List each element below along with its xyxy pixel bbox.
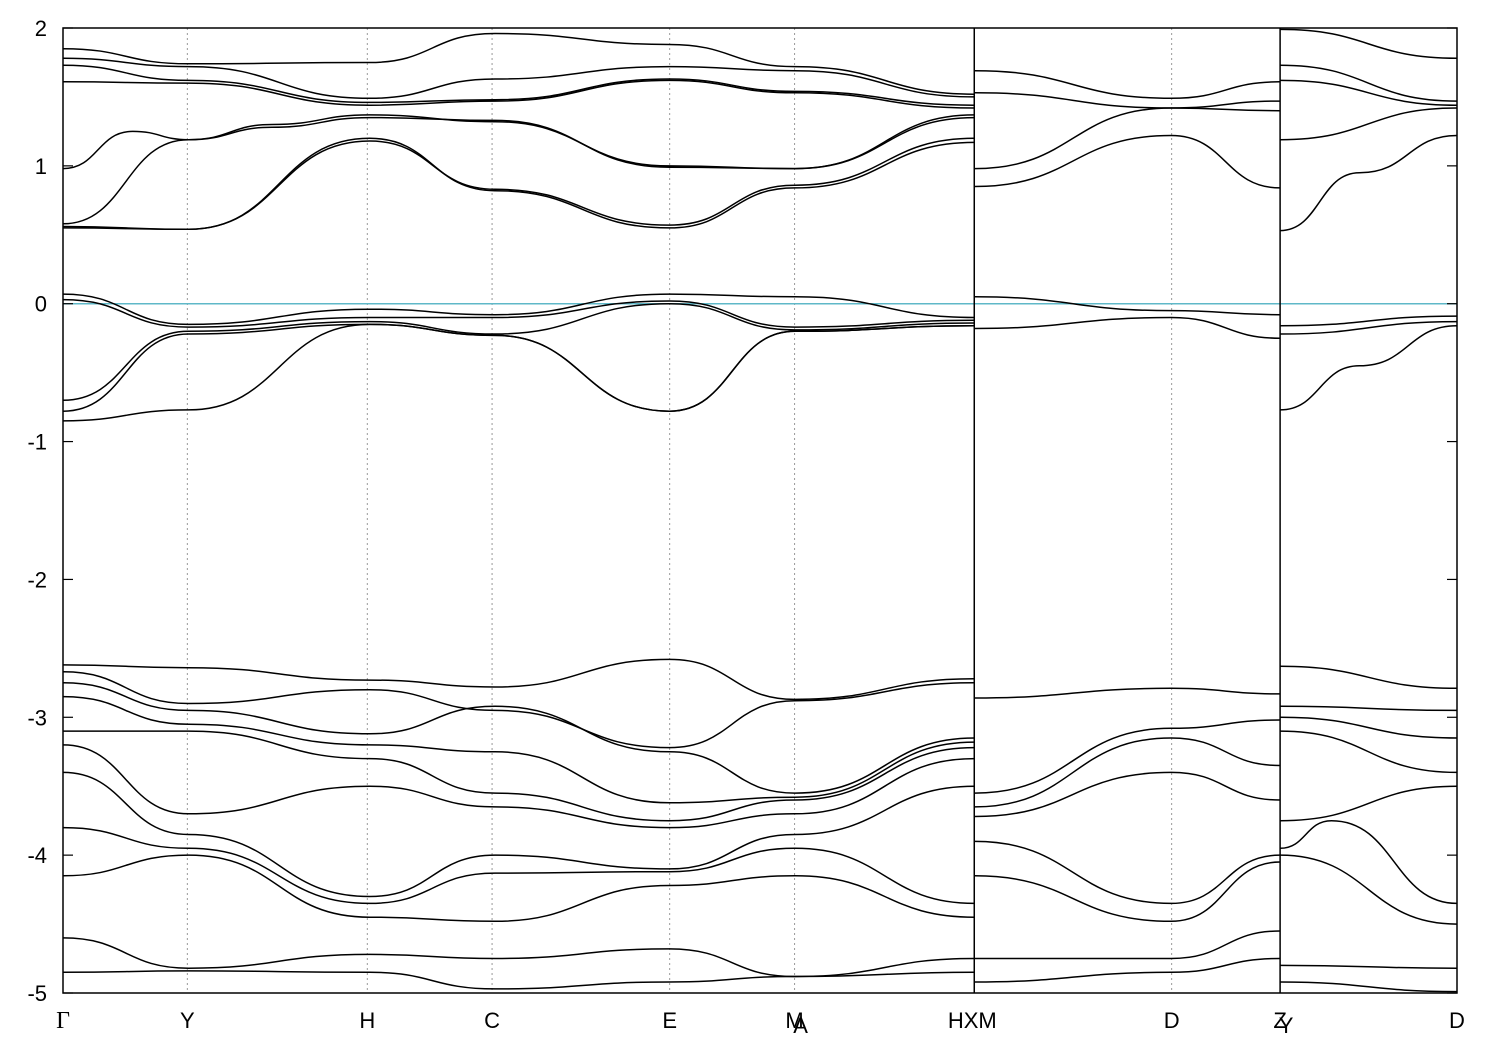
band-line [62, 854, 975, 923]
band-line [974, 107, 1281, 170]
kpoint-label: Y [180, 1008, 195, 1033]
band-line [1279, 64, 1458, 102]
y-tick-label: -2 [27, 567, 47, 592]
band-line [974, 957, 1281, 983]
band-line [62, 695, 975, 804]
band-line [62, 114, 975, 170]
segment-separators [973, 28, 1281, 993]
band-line [1279, 819, 1458, 905]
y-tick-label: -3 [27, 705, 47, 730]
band-line [1279, 854, 1458, 925]
y-axis: 2 1 0 -1 -2 -3 -4 -5 [27, 16, 1457, 1006]
kpoint-label: E [662, 1008, 677, 1033]
band-line [974, 719, 1281, 794]
kpoint-label: H [359, 1008, 375, 1033]
band-line [62, 79, 975, 109]
band-lines [62, 28, 1458, 993]
kpoint-label: D [1449, 1008, 1465, 1033]
kpoint-label: C [484, 1008, 500, 1033]
x-axis-kpoint-labels: Γ DY H C E MA HXM D ZY [56, 1008, 1465, 1038]
kpoint-label: D [1164, 1008, 1180, 1033]
band-line [62, 682, 975, 794]
band-line [974, 930, 1281, 960]
band-line [62, 293, 975, 326]
plot-frame [62, 27, 1458, 994]
band-line [62, 323, 975, 422]
band-line [974, 687, 1281, 699]
band-line [974, 861, 1281, 923]
band-line [62, 671, 975, 749]
band-line [62, 744, 975, 829]
band-line [974, 134, 1281, 189]
y-tick-label: 0 [35, 292, 47, 317]
band-line [974, 92, 1281, 109]
y-tick-label: -4 [27, 843, 47, 868]
band-line [974, 737, 1281, 808]
band-line [1279, 981, 1458, 993]
band-line [1279, 730, 1458, 774]
band-line [62, 116, 975, 225]
band-line [1279, 107, 1458, 141]
band-line [62, 970, 975, 990]
band-line [1279, 28, 1458, 60]
grid-lines [186, 28, 1281, 993]
band-line [62, 298, 975, 328]
band-line [62, 658, 975, 701]
band-line [62, 302, 975, 401]
y-tick-label: -5 [27, 981, 47, 1006]
band-line [974, 840, 1281, 905]
band-line [62, 64, 975, 106]
band-line [1279, 134, 1458, 232]
band-line [974, 69, 1281, 100]
band-line [1279, 79, 1458, 106]
kpoint-label: HXM [948, 1008, 997, 1033]
band-line [62, 826, 975, 905]
band-line [1279, 665, 1458, 690]
y-tick-label: 1 [35, 154, 47, 179]
y-tick-label: 2 [35, 16, 47, 41]
band-line [1279, 705, 1458, 712]
kpoint-label: Γ [56, 1008, 70, 1034]
kpoint-label: Y [1279, 1013, 1294, 1038]
kpoint-label: M [785, 1008, 803, 1033]
band-line [62, 771, 975, 898]
band-line [1279, 785, 1458, 822]
band-line [62, 57, 975, 100]
band-line [974, 316, 1281, 339]
band-line [62, 137, 975, 231]
y-tick-label: -1 [27, 430, 47, 455]
band-line [1279, 325, 1458, 411]
band-line [62, 32, 975, 95]
band-line [974, 296, 1281, 316]
band-line [1279, 964, 1458, 969]
band-line [1279, 320, 1458, 335]
band-line [974, 771, 1281, 818]
band-line [1279, 315, 1458, 327]
kpoint-label: A [793, 1013, 808, 1038]
band-line [63, 730, 975, 822]
band-line [1279, 716, 1458, 739]
kpoint-label: Z [1273, 1008, 1286, 1033]
